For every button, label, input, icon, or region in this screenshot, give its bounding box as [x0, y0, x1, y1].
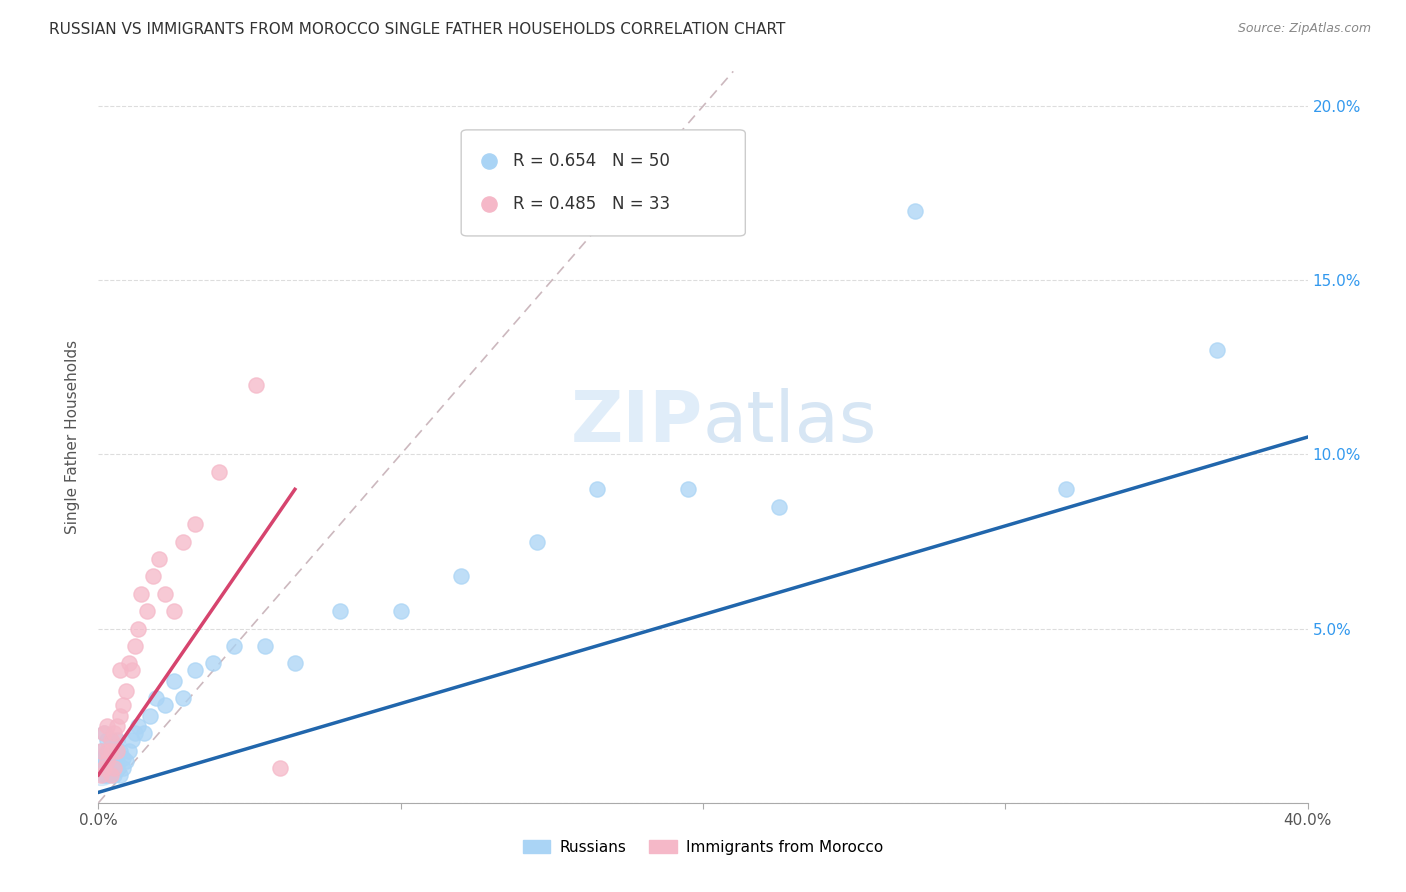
Point	[1054, 483, 1077, 497]
Point	[90, 768, 112, 782]
Point	[118, 743, 141, 757]
Point	[526, 534, 548, 549]
Point	[145, 691, 167, 706]
Point	[90, 761, 112, 775]
Point	[329, 604, 352, 618]
Point	[450, 569, 472, 583]
Point	[96, 743, 118, 757]
Point	[103, 768, 125, 782]
Legend: Russians, Immigrants from Morocco: Russians, Immigrants from Morocco	[516, 834, 890, 861]
Point	[1206, 343, 1229, 357]
Point	[129, 587, 152, 601]
Point	[103, 761, 125, 775]
Point	[100, 743, 122, 757]
Point	[111, 750, 134, 764]
Point	[90, 743, 112, 757]
Text: ZIP: ZIP	[571, 388, 703, 457]
Point	[284, 657, 307, 671]
Point	[184, 517, 207, 532]
Point	[96, 754, 118, 768]
Point	[253, 639, 276, 653]
Point	[96, 768, 118, 782]
Point	[96, 743, 118, 757]
Point	[103, 726, 125, 740]
Point	[96, 719, 118, 733]
Point	[142, 569, 165, 583]
Y-axis label: Single Father Households: Single Father Households	[65, 340, 80, 534]
Point	[139, 708, 162, 723]
Point	[96, 733, 118, 747]
Point	[172, 534, 194, 549]
Point	[105, 761, 128, 775]
Point	[153, 698, 176, 713]
Point	[114, 754, 136, 768]
Point	[90, 754, 112, 768]
Point	[124, 639, 146, 653]
Point	[135, 604, 157, 618]
Point	[100, 761, 122, 775]
Point	[172, 691, 194, 706]
Point	[105, 743, 128, 757]
Point	[100, 754, 122, 768]
Point	[105, 719, 128, 733]
Point	[108, 743, 131, 757]
Point	[100, 733, 122, 747]
Point	[93, 761, 115, 775]
Point	[96, 754, 118, 768]
Point	[163, 673, 186, 688]
Point	[586, 483, 609, 497]
Point	[127, 719, 149, 733]
Text: RUSSIAN VS IMMIGRANTS FROM MOROCCO SINGLE FATHER HOUSEHOLDS CORRELATION CHART: RUSSIAN VS IMMIGRANTS FROM MOROCCO SINGL…	[49, 22, 786, 37]
Point	[93, 726, 115, 740]
Text: Source: ZipAtlas.com: Source: ZipAtlas.com	[1237, 22, 1371, 36]
Point	[90, 761, 112, 775]
Point	[111, 698, 134, 713]
Point	[114, 684, 136, 698]
Point	[90, 743, 112, 757]
Point	[163, 604, 186, 618]
Text: atlas: atlas	[703, 388, 877, 457]
Point	[121, 664, 143, 678]
Point	[100, 733, 122, 747]
Point	[93, 761, 115, 775]
Point	[121, 733, 143, 747]
Point	[93, 726, 115, 740]
Point	[224, 639, 246, 653]
Point	[93, 768, 115, 782]
Point	[184, 664, 207, 678]
Point	[208, 465, 231, 479]
Point	[768, 500, 790, 514]
Point	[676, 483, 699, 497]
Point	[124, 726, 146, 740]
Point	[108, 664, 131, 678]
Point	[105, 750, 128, 764]
Point	[108, 708, 131, 723]
Text: R = 0.654   N = 50: R = 0.654 N = 50	[513, 152, 671, 169]
Point	[111, 761, 134, 775]
Point	[105, 733, 128, 747]
Point	[269, 761, 291, 775]
Point	[148, 552, 170, 566]
Point	[93, 750, 115, 764]
Point	[103, 743, 125, 757]
FancyBboxPatch shape	[461, 130, 745, 235]
Point	[108, 768, 131, 782]
Point	[904, 203, 927, 218]
Point	[103, 754, 125, 768]
Point	[132, 726, 155, 740]
Point	[100, 768, 122, 782]
Text: R = 0.485   N = 33: R = 0.485 N = 33	[513, 195, 671, 213]
Point	[118, 657, 141, 671]
Point	[245, 377, 267, 392]
Point	[153, 587, 176, 601]
Point	[389, 604, 412, 618]
Point	[127, 622, 149, 636]
Point	[202, 657, 225, 671]
